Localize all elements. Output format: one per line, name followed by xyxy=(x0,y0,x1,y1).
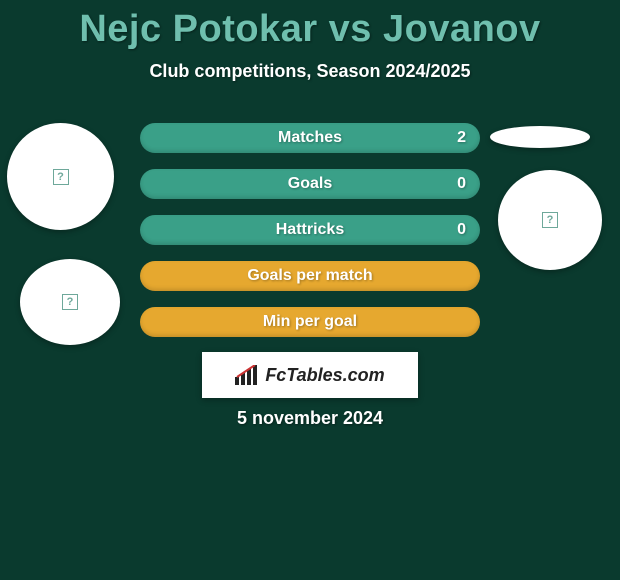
stat-label: Goals per match xyxy=(140,267,480,285)
stat-value-right: 0 xyxy=(457,221,466,239)
brand-text: FcTables.com xyxy=(265,365,384,386)
placeholder-icon: ? xyxy=(53,169,69,185)
stat-label: Goals xyxy=(140,175,480,193)
subtitle: Club competitions, Season 2024/2025 xyxy=(0,61,620,82)
player1-avatar: ? xyxy=(7,123,114,230)
stats-table: Matches 2 Goals 0 Hattricks 0 Goals per … xyxy=(140,123,480,353)
page-title: Nejc Potokar vs Jovanov xyxy=(0,0,620,51)
stat-label: Min per goal xyxy=(140,313,480,331)
placeholder-icon: ? xyxy=(542,212,558,228)
stat-row-goals: Goals 0 xyxy=(140,169,480,199)
stat-label: Hattricks xyxy=(140,221,480,239)
stat-label: Matches xyxy=(140,129,480,147)
club2-badge: ? xyxy=(498,170,602,270)
player2-avatar xyxy=(490,126,590,148)
placeholder-icon: ? xyxy=(62,294,78,310)
stat-value-right: 2 xyxy=(457,129,466,147)
stat-row-matches: Matches 2 xyxy=(140,123,480,153)
stat-row-hattricks: Hattricks 0 xyxy=(140,215,480,245)
stat-row-goals-per-match: Goals per match xyxy=(140,261,480,291)
stat-row-min-per-goal: Min per goal xyxy=(140,307,480,337)
brand-box: FcTables.com xyxy=(202,352,418,398)
club1-badge: ? xyxy=(20,259,120,345)
bar-chart-icon xyxy=(235,365,259,385)
date-text: 5 november 2024 xyxy=(0,408,620,429)
stat-value-right: 0 xyxy=(457,175,466,193)
